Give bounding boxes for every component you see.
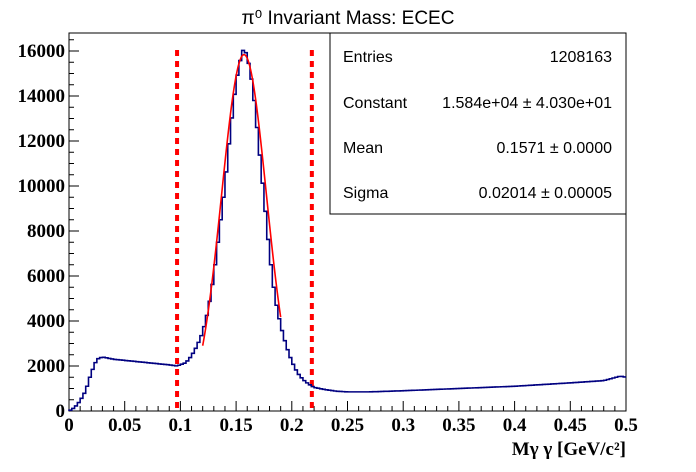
x-tick-label: 0 [64,415,74,436]
y-tick-label: 8000 [27,221,65,242]
stats-mean-label: Mean [343,140,383,157]
x-tick-label: 0.2 [280,415,304,436]
y-tick-label: 12000 [18,131,66,152]
stats-sigma-value: 0.02014 ± 0.00005 [479,185,612,202]
stats-sigma-label: Sigma [343,185,388,202]
x-tick-label: 0.35 [442,415,475,436]
stats-box-frame [329,32,627,215]
x-axis-title: Mγ γ [GeV/c²] [512,439,626,460]
histogram-series [68,49,626,411]
stats-box: Entries 1208163 Constant 1.584e+04 ± 4.0… [329,32,627,215]
x-tick-label: 0.3 [391,415,415,436]
y-tick-label: 2000 [27,356,65,377]
y-tick-label: 0 [56,401,66,422]
x-axis: 0 0.05 0.1 0.15 0.2 0.25 0.3 0.35 0.4 0.45 0.5 [64,401,638,436]
x-tick-label: 0.05 [108,415,141,436]
y-tick-label: 10000 [18,176,66,197]
x-tick-label: 0.4 [503,415,527,436]
chart-title: π⁰ Invariant Mass: ECEC [242,8,455,29]
x-tick-label: 0.1 [169,415,193,436]
stats-entries-label: Entries [343,49,393,66]
x-tick-label: 0.25 [331,415,364,436]
stats-mean-value: 0.1571 ± 0.0000 [496,140,612,157]
stats-entries-value: 1208163 [550,49,612,66]
cut-lines [175,50,314,411]
y-tick-label: 16000 [18,41,66,62]
stats-constant-value: 1.584e+04 ± 4.030e+01 [442,95,612,112]
y-axis: 0 2000 4000 6000 8000 10000 12000 14000 16000 [18,39,79,422]
y-tick-label: 14000 [18,86,66,107]
y-tick-label: 6000 [27,266,65,287]
x-tick-label: 0.45 [554,415,587,436]
y-tick-label: 4000 [27,311,65,332]
x-tick-label: 0.5 [614,415,638,436]
gaussian-fit-curve [201,53,282,346]
stats-constant-label: Constant [343,95,408,112]
x-tick-label: 0.15 [219,415,252,436]
